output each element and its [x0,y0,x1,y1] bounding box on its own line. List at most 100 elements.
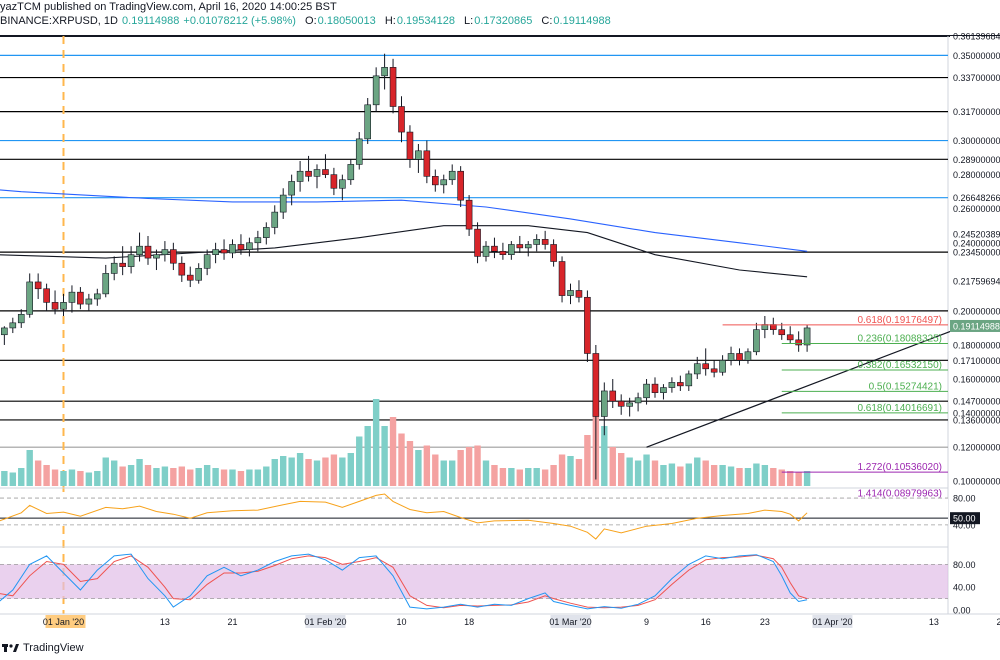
last-price: 0.19114988 [122,15,180,27]
volume-bar [541,469,549,486]
volume-bar [651,460,659,486]
candle [279,188,287,219]
candle-body [406,131,414,160]
price-tick-label: 0.24520389 [953,229,1000,239]
volume-bar [187,469,194,486]
candle-body [372,75,380,106]
volume-bar [727,466,735,486]
volume-bar [263,466,270,486]
publish-info: yazTCM published on TradingView.com, Apr… [0,1,337,13]
chart-canvas[interactable]: 0.618(0.19176497) 0.236(0.18088325) 0.382(… [0,0,1000,636]
candle [136,232,143,262]
volume-bar [584,435,591,486]
candle [693,356,701,380]
candle [727,346,735,366]
candle [719,355,726,376]
volume-bar [753,463,760,486]
candle-body [668,382,676,388]
close-label: C: [541,15,553,27]
candle-body [567,290,574,296]
footer-brand: TradingView [23,642,84,654]
low-value: 0.17320865 [474,15,533,27]
candle-body [465,199,473,230]
time-tick-label: 13 [929,617,939,627]
candle-body [237,244,245,250]
candle-body [550,244,557,262]
candle-body [339,179,346,189]
volume-bar [795,472,802,486]
close-value: 0.19114988 [553,15,611,27]
candle-body [229,244,236,254]
volume-bar [618,453,625,486]
candle [161,241,169,262]
volume-bar [474,445,481,486]
volume-bars [1,399,811,486]
fib-level-label: 1.414(0.08979963) [857,489,942,500]
moving-averages [0,189,808,278]
time-tick-label: 01 Feb '20 [304,617,346,627]
candle-body [736,353,743,361]
volume-bar [288,457,295,486]
candle-body [271,211,279,228]
candle [753,322,760,356]
candle [550,239,557,267]
time-tick-label: 01 Mar '20 [549,617,591,627]
candle [626,397,633,417]
candle [237,234,245,255]
volume-bar [601,426,608,486]
volume-bar [68,469,76,486]
volume-bar [212,468,219,486]
volume-bar [567,456,574,486]
candle [271,205,279,235]
candle-body [626,402,633,407]
footer: TradingView [0,637,84,659]
candle-body [17,314,25,324]
candle [541,230,549,250]
candle-body [34,281,42,290]
candle [415,143,422,173]
stoch-tick-label: 40.00 [953,583,976,593]
volume-bar [119,466,126,486]
time-tick-label: 01 Jan '20 [43,617,84,627]
volume-bar [313,460,321,486]
candle [85,293,93,311]
volume-bar [364,426,371,486]
time-label-bg [550,615,591,628]
candle-body [677,382,684,387]
candle-body [305,170,312,177]
candle [710,360,718,378]
candle-body [803,327,811,346]
volume-bar [643,454,650,486]
candle-body [51,302,59,310]
candle [634,392,642,412]
price-change: +0.01078212 (+5.98%) [183,15,296,27]
fib-level-label: 0.382(0.16532150) [857,360,942,371]
price-tick-label: 0.26648266 [953,193,1000,203]
candle-body [482,245,490,257]
high-value: 0.19534128 [396,15,455,27]
candle [609,379,617,408]
candle-body [9,322,17,329]
trendline [646,314,994,448]
volume-bar [18,468,25,486]
candle-body [584,296,591,354]
candle [110,256,118,281]
candle [567,283,574,305]
volume-bar [449,460,456,486]
candle-body [60,302,67,310]
volume-bar [558,454,566,486]
candle [1,326,8,345]
candle-body [693,363,701,375]
volume-bar [356,436,363,486]
price-tick-label: 0.36139684 [953,32,1000,42]
candle [803,324,811,352]
price-axis: 0.36139684 0.35000000 0.33700000 0.31700000… [950,32,1000,487]
volume-bar [85,472,93,486]
candle [651,377,659,398]
volume-bar [423,445,431,486]
volume-bar [322,457,329,486]
candle [524,241,532,257]
price-tick-label: 0.20000000 [953,306,1000,316]
